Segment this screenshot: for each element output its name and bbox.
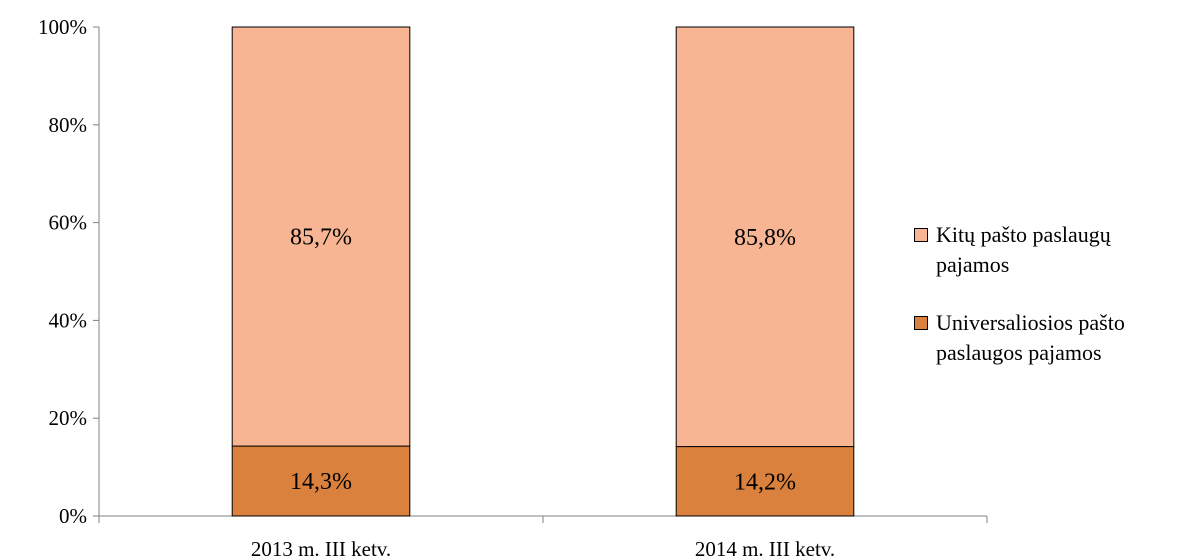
legend-item-universal: Universaliosios pašto paslaugos pajamos xyxy=(914,308,1184,368)
data-label: 85,8% xyxy=(734,225,796,251)
bar-segment xyxy=(675,446,855,517)
x-category-label: 2014 m. III ketv. xyxy=(695,537,835,558)
y-tick-label: 60% xyxy=(49,211,88,235)
bar-segment xyxy=(675,26,855,448)
data-label: 14,2% xyxy=(734,469,796,495)
y-tick-label: 0% xyxy=(59,504,87,528)
y-tick-label: 80% xyxy=(49,113,88,137)
legend-label-other: Kitų pašto paslaugų pajamos xyxy=(936,222,1111,277)
y-axis: 0% 20% 40% 60% 80% 100% xyxy=(38,15,100,528)
y-tick-label: 100% xyxy=(38,15,87,39)
y-tick-label: 40% xyxy=(49,308,88,332)
x-category-label: 2013 m. III ketv. xyxy=(251,537,391,558)
legend-swatch-other xyxy=(914,228,928,242)
legend: Kitų pašto paslaugų pajamos Universalios… xyxy=(914,220,1184,368)
bar-segment xyxy=(231,445,411,517)
y-tick-label: 20% xyxy=(49,406,88,430)
bar-segment xyxy=(231,26,411,447)
legend-item-other: Kitų pašto paslaugų pajamos xyxy=(914,220,1184,280)
legend-label-universal: Universaliosios pašto paslaugos pajamos xyxy=(936,310,1125,365)
bars: 14,3% 85,7% 14,2% 85,8% xyxy=(231,26,855,517)
legend-swatch-universal xyxy=(914,316,928,330)
data-label: 14,3% xyxy=(290,469,352,495)
data-label: 85,7% xyxy=(290,225,352,251)
x-axis: 2013 m. III ketv. 2014 m. III ketv. xyxy=(98,515,988,558)
